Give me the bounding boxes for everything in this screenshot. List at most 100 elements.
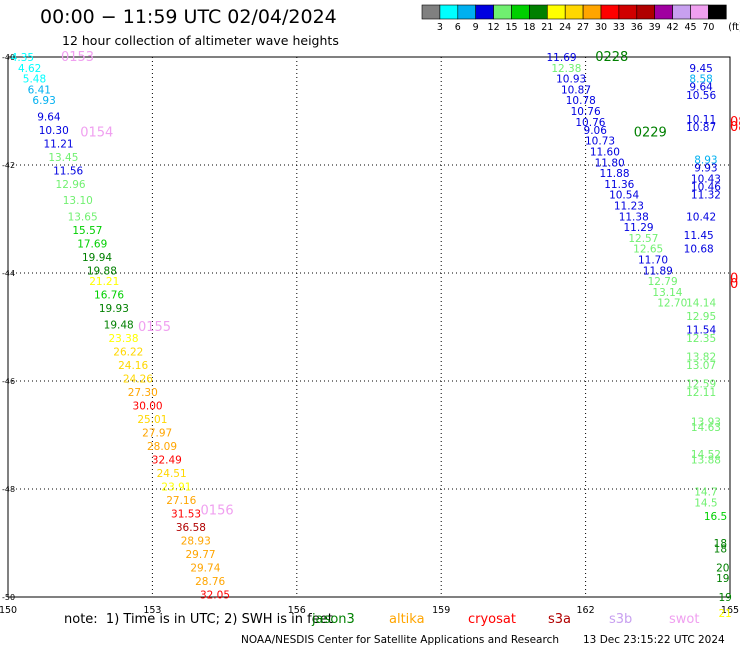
wave-height-label: 11.80 — [595, 157, 625, 169]
x-tick-label: 165 — [721, 605, 739, 616]
pass-time-label: 0228 — [595, 50, 628, 65]
wave-height-label: 11.88 — [599, 168, 629, 180]
pass-time-label: 0155 — [138, 320, 171, 335]
wave-height-label: 17.69 — [77, 238, 107, 250]
wave-height-label: 11.21 — [44, 138, 74, 150]
wave-height-label: 4.35 — [11, 52, 34, 64]
plot-area: 150 153 156 159 162 165 -40 -42 -44 -46 -48 -50 4.35… — [0, 50, 740, 620]
legend-swatch — [600, 4, 620, 20]
wave-height-label: 28.09 — [147, 441, 177, 453]
wave-height-label: 11.54 — [686, 325, 716, 337]
wave-height-label: 24.16 — [118, 360, 148, 372]
pass-time-label: 0 — [730, 271, 738, 286]
legend-threshold-label: 42 — [667, 22, 679, 33]
wave-height-label: 11.32 — [691, 190, 721, 202]
wave-height-label: 12.38 — [551, 63, 581, 75]
wave-height-label: 27.97 — [142, 427, 172, 439]
wave-height-label: 14.7 — [694, 487, 717, 499]
wave-height-label: 11.69 — [547, 52, 577, 64]
legend-swatch — [618, 4, 638, 20]
wave-height-label: 29.74 — [190, 562, 220, 574]
wave-height-label: 11.56 — [53, 165, 83, 177]
legend-threshold-label: 12 — [488, 22, 500, 33]
legend-swatch — [636, 4, 655, 20]
wave-height-label: 13.14 — [652, 287, 682, 299]
x-tick-label: 159 — [432, 605, 450, 616]
wave-height-label: 16.5 — [704, 511, 727, 523]
wave-height-label: 10.76 — [571, 106, 601, 118]
wave-height-label: 31.53 — [171, 508, 201, 520]
wave-height-label: 10.76 — [575, 117, 605, 129]
wave-height-label: 14.52 — [691, 449, 721, 461]
x-tick-label: 156 — [288, 605, 306, 616]
wave-height-label: 26.22 — [113, 346, 143, 358]
wave-height-label: 13.07 — [686, 360, 716, 372]
wave-height-label: 16.76 — [94, 290, 124, 302]
legend-swatch — [493, 4, 512, 20]
y-tick-label: -42 — [2, 161, 15, 170]
x-tick-label: 162 — [577, 605, 595, 616]
satellite-legend-swot: swot — [669, 612, 700, 627]
legend-threshold-label: 33 — [613, 22, 625, 33]
wave-height-label: 13.65 — [68, 211, 98, 223]
wave-height-label: 6.93 — [32, 95, 55, 107]
legend-threshold-label: 45 — [684, 22, 696, 33]
wave-height-label: 13.93 — [691, 417, 721, 429]
wave-height-label: 20 — [716, 562, 729, 574]
wave-height-label: 19.88 — [87, 265, 117, 277]
wave-height-label: 29.77 — [186, 549, 216, 561]
wave-height-label: 28.76 — [195, 576, 225, 588]
legend-threshold-label: 30 — [595, 22, 607, 33]
pass-time-label: 0153 — [61, 50, 94, 65]
wave-height-label: 30.00 — [133, 400, 163, 412]
legend-threshold-label: 70 — [702, 22, 714, 33]
legend-swatch — [582, 4, 602, 20]
wave-height-label: 27.16 — [166, 495, 196, 507]
legend-swatch — [421, 4, 441, 20]
wave-height-label: 10.56 — [686, 90, 716, 102]
pass-time-label: 083 — [730, 120, 740, 135]
legend-swatch — [457, 4, 476, 20]
wave-height-label: 10.73 — [585, 136, 615, 148]
wave-height-label: 9.45 — [689, 63, 712, 75]
legend-swatch — [439, 4, 459, 20]
wave-height-label: 19.94 — [82, 252, 112, 264]
legend-swatch — [708, 4, 727, 20]
wave-height-label: 9.06 — [584, 125, 608, 137]
legend-unit-label: (ft) — [728, 22, 740, 33]
satellite-legend-cryosat: cryosat — [468, 612, 516, 627]
wave-height-label: 8.58 — [689, 74, 712, 86]
legend-threshold-label: 39 — [649, 22, 661, 33]
wave-height-label: 11.23 — [614, 201, 644, 213]
wave-height-label: 14.63 — [691, 422, 721, 434]
wave-height-label: 10.78 — [566, 95, 596, 107]
wave-height-label: 12.59 — [686, 379, 716, 391]
y-tick-label: -44 — [2, 269, 15, 278]
wave-height-label: 14.14 — [686, 298, 716, 310]
satellite-legend-s3b: s3b — [609, 612, 633, 627]
legend-threshold-label: 15 — [505, 22, 517, 33]
wave-height-label: 15.57 — [72, 225, 102, 237]
legend-swatch — [654, 4, 673, 20]
wave-height-label: 18 — [714, 538, 727, 550]
generation-timestamp: 13 Dec 23:15:22 UTC 2024 — [583, 634, 725, 646]
wave-height-label: 10.46 — [691, 182, 721, 194]
wave-height-label: 25.01 — [137, 414, 167, 426]
wave-height-label: 28.93 — [181, 535, 211, 547]
legend-threshold-label: 36 — [631, 22, 643, 33]
wave-height-label: 9.64 — [37, 111, 61, 123]
wave-height-label: 21.21 — [89, 276, 119, 288]
legend-swatch — [529, 4, 548, 20]
wave-height-label: 10.42 — [686, 211, 716, 223]
satellite-legend-jason3: jason3 — [312, 612, 355, 627]
wave-height-label: 13.10 — [63, 195, 93, 207]
y-tick-label: -46 — [2, 377, 15, 386]
wave-height-label: 11.29 — [624, 222, 654, 234]
wave-height-label: 13.45 — [48, 152, 78, 164]
legend-swatch — [475, 4, 494, 20]
wave-height-label: 19.93 — [99, 303, 129, 315]
wave-height-label: 11.60 — [590, 147, 620, 159]
wave-height-label: 4.62 — [18, 63, 41, 75]
pass-time-label: 0156 — [201, 504, 234, 519]
